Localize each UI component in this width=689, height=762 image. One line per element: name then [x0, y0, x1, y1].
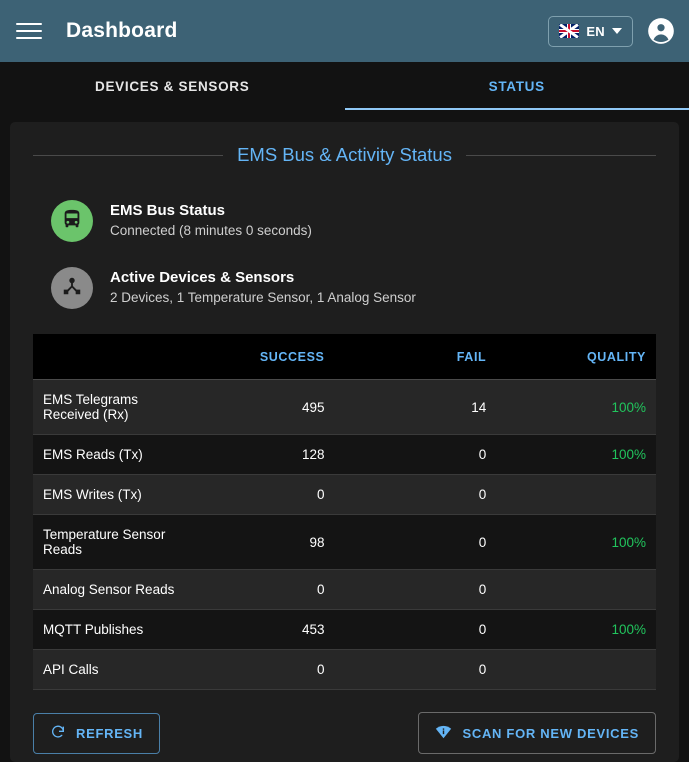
row-success-value: 495	[188, 379, 345, 435]
table-row: EMS Telegrams Received (Rx) 495 14 100%	[33, 379, 656, 435]
row-fail-value: 0	[344, 434, 501, 475]
row-quality-value: 100%	[500, 434, 656, 475]
row-quality-value: 100%	[500, 609, 656, 650]
status-item-active-devices: Active Devices & Sensors 2 Devices, 1 Te…	[33, 267, 656, 309]
row-success-value: 98	[188, 514, 345, 570]
status-item-text: Active Devices & Sensors 2 Devices, 1 Te…	[110, 268, 416, 307]
column-header-quality: QUALITY	[500, 334, 656, 380]
row-success-value: 0	[188, 569, 345, 610]
hamburger-bar	[16, 37, 42, 39]
status-item-subtitle: 2 Devices, 1 Temperature Sensor, 1 Analo…	[110, 289, 416, 305]
row-fail-value: 0	[344, 474, 501, 515]
table-header: SUCCESS FAIL QUALITY	[33, 334, 656, 380]
status-item-text: EMS Bus Status Connected (8 minutes 0 se…	[110, 201, 312, 240]
device-hub-icon	[61, 275, 83, 302]
hamburger-bar	[16, 23, 42, 25]
row-metric-label: Analog Sensor Reads	[33, 569, 189, 610]
table-row: Temperature Sensor Reads 98 0 100%	[33, 514, 656, 570]
row-quality-value	[500, 474, 656, 515]
tab-bar: DEVICES & SENSORS STATUS	[0, 62, 689, 110]
card-title-row: EMS Bus & Activity Status	[33, 144, 657, 166]
status-item-title: EMS Bus Status	[110, 202, 226, 220]
table-row: API Calls 0 0	[33, 649, 656, 690]
chevron-down-icon	[612, 28, 622, 34]
activity-stats-table: SUCCESS FAIL QUALITY EMS Telegrams Recei…	[33, 334, 656, 690]
row-fail-value: 0	[344, 569, 501, 610]
column-header-metric	[33, 334, 189, 380]
card-title: EMS Bus & Activity Status	[237, 144, 452, 165]
column-header-fail: FAIL	[344, 334, 501, 380]
row-quality-value: 100%	[500, 514, 656, 570]
tab-label: STATUS	[488, 78, 545, 94]
row-fail-value: 14	[344, 379, 501, 435]
row-quality-value	[500, 649, 656, 690]
tab-status[interactable]: STATUS	[344, 62, 689, 110]
bus-icon	[61, 208, 83, 235]
column-header-success: SUCCESS	[188, 334, 345, 380]
hamburger-bar	[16, 30, 42, 32]
account-circle-icon[interactable]	[647, 17, 675, 45]
status-card: EMS Bus & Activity Status EMS Bus Status…	[10, 122, 679, 762]
hamburger-menu-icon[interactable]	[16, 18, 42, 44]
table-row: EMS Reads (Tx) 128 0 100%	[33, 434, 656, 475]
row-quality-value	[500, 569, 656, 610]
status-item-title: Active Devices & Sensors	[110, 269, 295, 287]
table-body: EMS Telegrams Received (Rx) 495 14 100% EMS …	[33, 379, 656, 690]
status-item-ems-bus: EMS Bus Status Connected (8 minutes 0 se…	[33, 200, 656, 242]
row-metric-label: EMS Reads (Tx)	[33, 434, 189, 475]
row-metric-label: API Calls	[33, 649, 189, 690]
table-row: EMS Writes (Tx) 0 0	[33, 474, 656, 515]
tab-devices-and-sensors[interactable]: DEVICES & SENSORS	[0, 62, 345, 110]
card-actions: REFRESH SCAN FOR NEW DEVICES	[33, 712, 656, 754]
refresh-icon	[50, 724, 66, 743]
row-success-value: 0	[188, 474, 345, 515]
app-bar: Dashboard EN	[0, 0, 689, 62]
row-fail-value: 0	[344, 609, 501, 650]
refresh-button-label: REFRESH	[76, 725, 144, 741]
refresh-button[interactable]: REFRESH	[33, 712, 161, 754]
row-metric-label: Temperature Sensor Reads	[33, 514, 189, 570]
row-metric-label: EMS Writes (Tx)	[33, 474, 189, 515]
page-title: Dashboard	[66, 19, 178, 42]
status-item-subtitle: Connected (8 minutes 0 seconds)	[110, 222, 312, 238]
row-success-value: 0	[188, 649, 345, 690]
row-fail-value: 0	[344, 649, 501, 690]
table-header-row: SUCCESS FAIL QUALITY	[33, 334, 656, 380]
device-hub-icon-avatar	[51, 267, 93, 309]
table-row: Analog Sensor Reads 0 0	[33, 569, 656, 610]
row-success-value: 453	[188, 609, 345, 650]
scan-wifi-icon	[435, 723, 452, 743]
row-metric-label: MQTT Publishes	[33, 609, 189, 650]
row-quality-value: 100%	[500, 379, 656, 435]
language-label: EN	[586, 23, 605, 39]
tab-label: DEVICES & SENSORS	[95, 78, 250, 94]
table-row: MQTT Publishes 453 0 100%	[33, 609, 656, 650]
bus-icon-avatar	[51, 200, 93, 242]
row-metric-label: EMS Telegrams Received (Rx)	[33, 379, 189, 435]
scan-button-label: SCAN FOR NEW DEVICES	[462, 725, 639, 741]
uk-flag-icon	[559, 24, 580, 38]
title-divider-left	[33, 154, 224, 156]
language-selector[interactable]: EN	[548, 15, 633, 47]
scan-for-new-devices-button[interactable]: SCAN FOR NEW DEVICES	[418, 712, 656, 754]
app-bar-actions: EN	[548, 15, 675, 47]
row-fail-value: 0	[344, 514, 501, 570]
row-success-value: 128	[188, 434, 345, 475]
title-divider-right	[465, 154, 657, 156]
